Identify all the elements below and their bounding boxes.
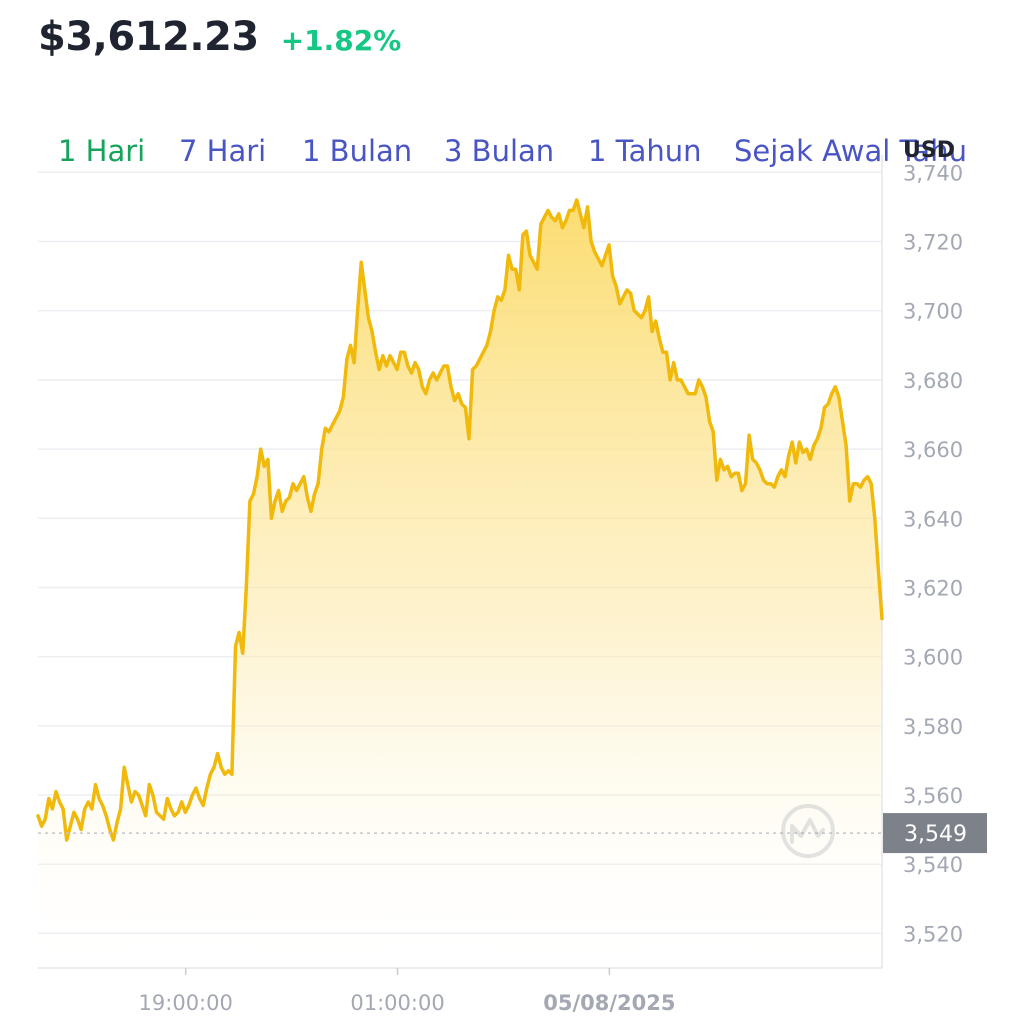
tab-3-bulan[interactable]: 3 Bulan: [444, 134, 555, 168]
y-tick-label: 3,740: [903, 161, 963, 185]
x-axis: 19:00:00 01:00:00 05/08/2025: [139, 968, 676, 1015]
price-change-percent: +1.82%: [280, 24, 402, 57]
y-tick-label: 3,520: [903, 922, 963, 946]
price-header: $3,612.23 +1.82%: [38, 14, 401, 60]
tab-1-tahun[interactable]: 1 Tahun: [588, 134, 702, 168]
tab-1-hari[interactable]: 1 Hari: [58, 134, 146, 168]
y-tick-label: 3,660: [903, 438, 963, 462]
x-tick-label: 19:00:00: [139, 991, 233, 1015]
tab-7-hari[interactable]: 7 Hari: [179, 134, 267, 168]
x-tick-label: 01:00:00: [350, 991, 444, 1015]
price-line: [36, 198, 884, 842]
y-tick-label: 3,640: [903, 507, 963, 531]
y-tick-label: 3,620: [903, 576, 963, 600]
tab-1-bulan[interactable]: 1 Bulan: [302, 134, 413, 168]
y-tick-label: 3,580: [903, 715, 963, 739]
reference-price-marker: 3,549: [38, 813, 987, 854]
y-tick-label: 3,680: [903, 369, 963, 393]
y-tick-label: 3,700: [903, 300, 963, 324]
y-tick-label: 3,600: [903, 646, 963, 670]
coinmarketcap-logo-icon: [781, 804, 835, 858]
y-tick-label: 3,560: [903, 784, 963, 808]
price-area-fill: [38, 200, 882, 968]
currency-label: USD: [903, 138, 955, 163]
tab-sejak-awal-tahun[interactable]: Sejak Awal Tahu: [734, 134, 967, 168]
reference-price-label: 3,549: [904, 822, 967, 847]
y-axis: 3,740 3,720 3,700 3,680 3,660 3,640 3,620 3,600…: [903, 161, 963, 946]
reference-price-badge: [883, 813, 987, 854]
x-tick-label: 05/08/2025: [543, 991, 675, 1015]
current-price: $3,612.23: [38, 14, 259, 60]
y-tick-label: 3,540: [903, 853, 963, 877]
y-tick-label: 3,720: [903, 230, 963, 254]
